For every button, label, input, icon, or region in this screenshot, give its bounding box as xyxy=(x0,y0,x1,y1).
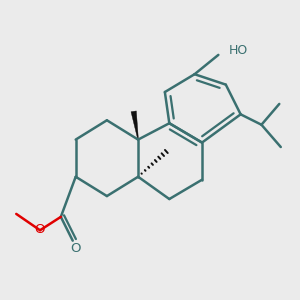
Polygon shape xyxy=(131,111,138,140)
Text: O: O xyxy=(34,223,45,236)
Text: HO: HO xyxy=(229,44,248,57)
Text: O: O xyxy=(70,242,80,256)
